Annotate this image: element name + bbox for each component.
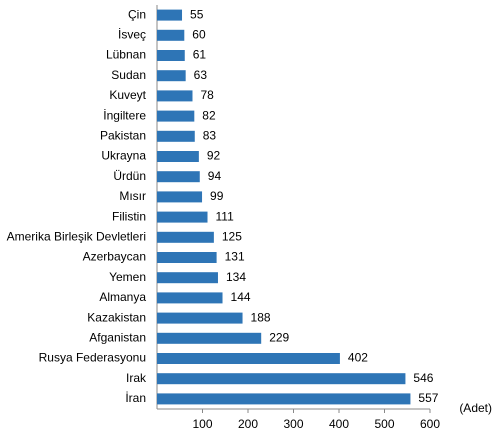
value-label: 63 bbox=[194, 68, 208, 82]
bar bbox=[157, 70, 186, 82]
bar bbox=[157, 211, 208, 223]
y-tick-label: Pakistan bbox=[100, 128, 146, 142]
bar bbox=[157, 373, 406, 385]
y-tick-label: İngiltere bbox=[103, 108, 146, 122]
value-label: 78 bbox=[200, 88, 214, 102]
bar bbox=[157, 90, 193, 102]
value-label: 82 bbox=[202, 108, 216, 122]
bar bbox=[157, 151, 199, 162]
bar bbox=[157, 29, 185, 41]
bar bbox=[157, 292, 223, 304]
bar bbox=[157, 50, 185, 61]
y-tick-label: Kuveyt bbox=[109, 88, 146, 102]
y-tick-label: Azerbaycan bbox=[83, 250, 146, 264]
y-tick-label: Lübnan bbox=[106, 48, 146, 62]
bar bbox=[157, 130, 195, 142]
y-tick-label: Ukrayna bbox=[101, 149, 146, 163]
x-tick-label: 500 bbox=[374, 417, 394, 431]
bar bbox=[157, 110, 195, 122]
value-label: 131 bbox=[225, 250, 245, 264]
y-tick-label: Irak bbox=[126, 371, 147, 385]
bar bbox=[157, 252, 217, 263]
value-label: 83 bbox=[203, 128, 217, 142]
value-label: 94 bbox=[208, 169, 222, 183]
y-tick-label: Almanya bbox=[99, 290, 146, 304]
value-label: 144 bbox=[231, 290, 251, 304]
bar bbox=[157, 191, 203, 203]
y-tick-label: Yemen bbox=[109, 270, 146, 284]
value-label: 111 bbox=[216, 209, 235, 223]
bar bbox=[157, 312, 243, 324]
bar bbox=[157, 393, 411, 405]
x-tick-label: 400 bbox=[329, 417, 349, 431]
value-label: 99 bbox=[210, 189, 224, 203]
value-label: 557 bbox=[418, 391, 438, 405]
y-tick-label: Çin bbox=[128, 7, 146, 21]
y-tick-label: İsveç bbox=[118, 27, 146, 41]
y-tick-label: İran bbox=[125, 391, 146, 405]
value-label: 61 bbox=[193, 48, 207, 62]
value-label: 92 bbox=[207, 149, 221, 163]
y-tick-label: Ürdün bbox=[113, 169, 146, 183]
y-tick-label: Sudan bbox=[111, 68, 146, 82]
value-label: 134 bbox=[226, 270, 246, 284]
bar bbox=[157, 9, 183, 21]
y-tick-label: Filistin bbox=[112, 209, 146, 223]
x-tick-label: 300 bbox=[283, 417, 303, 431]
value-label: 125 bbox=[222, 229, 242, 243]
y-tick-label: Rusya Federasyonu bbox=[39, 351, 146, 365]
bar bbox=[157, 332, 262, 344]
value-label: 60 bbox=[192, 27, 206, 41]
x-axis-label: (Adet) bbox=[459, 401, 492, 415]
bar bbox=[157, 171, 200, 183]
x-tick-label: 100 bbox=[192, 417, 212, 431]
value-label: 188 bbox=[251, 310, 271, 324]
y-tick-label: Amerika Birleşik Devletleri bbox=[7, 229, 146, 243]
y-tick-label: Mısır bbox=[119, 189, 146, 203]
value-label: 55 bbox=[190, 7, 204, 21]
y-tick-label: Kazakistan bbox=[87, 310, 146, 324]
value-label: 229 bbox=[269, 330, 289, 344]
x-tick-label: 600 bbox=[420, 417, 440, 431]
bar bbox=[157, 272, 218, 284]
value-label: 546 bbox=[413, 371, 433, 385]
bar bbox=[157, 353, 340, 364]
y-tick-label: Afganistan bbox=[89, 330, 146, 344]
value-label: 402 bbox=[348, 351, 368, 365]
x-tick-label: 200 bbox=[238, 417, 258, 431]
bar bbox=[157, 231, 214, 243]
